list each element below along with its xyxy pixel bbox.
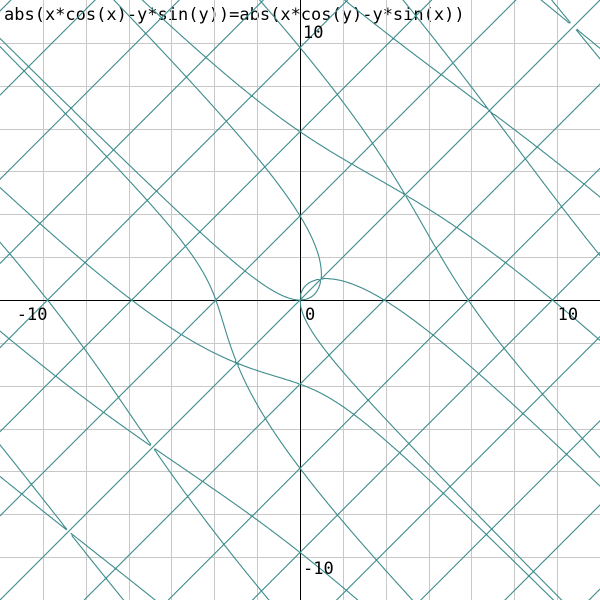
y-tick-label: 10 [303,23,323,43]
x-tick-label: -10 [17,305,48,325]
x-tick-label: 0 [305,305,315,325]
x-tick-label: 10 [558,305,578,325]
equation-title: abs(x*cos(x)-y*sin(y))=abs(x*cos(y)-y*si… [4,5,465,25]
tick-labels: -10 0 10 10 -10 [17,23,578,579]
y-tick-label: -10 [303,559,334,579]
